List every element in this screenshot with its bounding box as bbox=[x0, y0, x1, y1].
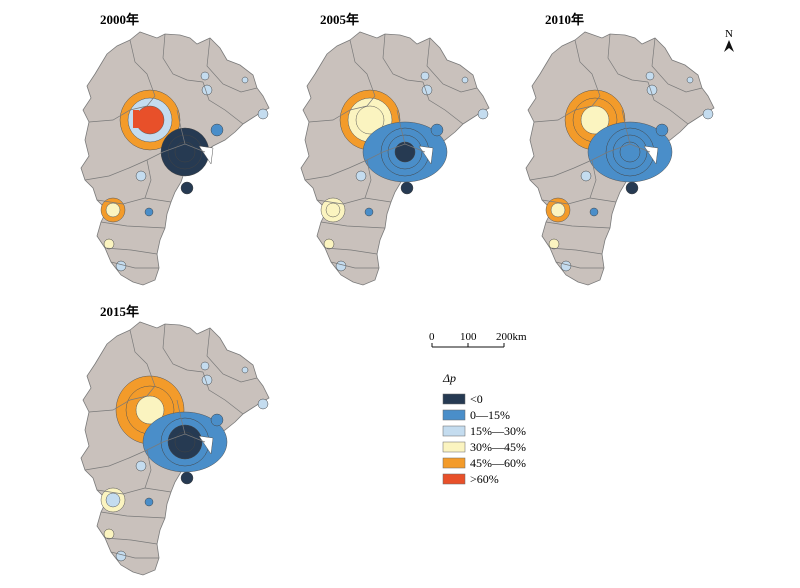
map-2005-wedge bbox=[418, 145, 434, 165]
map-2005-city bbox=[364, 207, 374, 217]
map-2005-city bbox=[323, 238, 335, 250]
map-2000-city bbox=[103, 238, 115, 250]
map-2005 bbox=[300, 31, 490, 286]
scale-bar: 0 100 200km bbox=[429, 331, 527, 348]
scale-bar-tick: 100 bbox=[460, 331, 477, 343]
map-2000 bbox=[80, 31, 270, 286]
map-2015-city bbox=[103, 528, 115, 540]
map-2000-city bbox=[241, 76, 249, 84]
map-2000-city bbox=[135, 170, 147, 182]
legend-label: 15%—30% bbox=[470, 424, 526, 438]
map-2005-city bbox=[400, 181, 414, 195]
map-2010-buffer-ring bbox=[580, 105, 610, 135]
map-2015-city bbox=[257, 398, 269, 410]
map-2005-buffer-ring bbox=[355, 105, 385, 135]
map-2010-city bbox=[686, 76, 694, 84]
map-2010-city bbox=[548, 238, 560, 250]
map-2015-city bbox=[210, 413, 224, 427]
map-2015-city bbox=[180, 471, 194, 485]
map-2005-city bbox=[335, 260, 347, 272]
map-2010-city bbox=[702, 108, 714, 120]
legend-title: Δp bbox=[442, 371, 456, 385]
legend-swatch bbox=[442, 441, 466, 453]
map-2000-city bbox=[257, 108, 269, 120]
map-2005-south-ring bbox=[325, 202, 341, 218]
map-2005-city bbox=[355, 170, 367, 182]
legend-swatch bbox=[442, 457, 466, 469]
map-2015-city bbox=[200, 361, 210, 371]
legend-label: 45%—60% bbox=[470, 456, 526, 470]
legend-label: >60% bbox=[470, 472, 499, 486]
legend-label: 30%—45% bbox=[470, 440, 526, 454]
legend-label: 0—15% bbox=[470, 408, 510, 422]
scale-bar-tick: 0 bbox=[429, 331, 435, 343]
map-2000-hotspot bbox=[133, 110, 139, 128]
map-2000-title: 2000年 bbox=[100, 12, 139, 27]
map-2000-wedge bbox=[198, 145, 214, 165]
legend-swatch bbox=[442, 425, 466, 437]
map-2015-city bbox=[115, 550, 127, 562]
map-2000-south-ring bbox=[105, 202, 121, 218]
map-2010-title: 2010年 bbox=[545, 12, 584, 27]
map-2010-city bbox=[589, 207, 599, 217]
map-2005-title: 2005年 bbox=[320, 12, 359, 27]
map-2010 bbox=[525, 31, 715, 286]
map-2000-city bbox=[200, 71, 210, 81]
map-2005-city bbox=[430, 123, 444, 137]
legend-label: <0 bbox=[470, 392, 483, 406]
map-2010-city bbox=[645, 71, 655, 81]
legend: Δp <0 0—15% 15%—30% 30%—45% 45%—60% >60% bbox=[442, 371, 526, 486]
map-2000-east-ring bbox=[174, 141, 196, 163]
map-2005-city bbox=[420, 71, 430, 81]
map-2010-city bbox=[560, 260, 572, 272]
map-2015-title: 2015年 bbox=[100, 304, 139, 319]
map-2015-wedge bbox=[198, 435, 214, 455]
map-2000-city bbox=[115, 260, 127, 272]
map-2010-east-ring bbox=[619, 141, 641, 163]
north-arrow-label: N bbox=[725, 28, 733, 40]
legend-swatch bbox=[442, 393, 466, 405]
scale-bar-tick: 200km bbox=[496, 331, 527, 343]
map-2000-buffer-ring bbox=[135, 105, 165, 135]
map-2010-city bbox=[580, 170, 592, 182]
map-2010-wedge bbox=[643, 145, 659, 165]
map-2000-city bbox=[144, 207, 154, 217]
map-2005-city bbox=[477, 108, 489, 120]
map-2015-city bbox=[241, 366, 249, 374]
map-2005-east-ring bbox=[394, 141, 416, 163]
map-2010-city bbox=[655, 123, 669, 137]
north-arrow-icon: N bbox=[724, 28, 734, 52]
map-2015-south-ring bbox=[105, 492, 121, 508]
legend-swatch bbox=[442, 409, 466, 421]
map-2015-city bbox=[135, 460, 147, 472]
map-2015 bbox=[80, 321, 270, 576]
legend-swatch bbox=[442, 473, 466, 485]
map-2000-city bbox=[210, 123, 224, 137]
map-2015-buffer-ring bbox=[135, 395, 165, 425]
map-2010-city bbox=[625, 181, 639, 195]
map-2000-city bbox=[180, 181, 194, 195]
map-2015-east-ring bbox=[174, 431, 196, 453]
map-2015-city bbox=[144, 497, 154, 507]
map-2005-city bbox=[461, 76, 469, 84]
map-2010-south-ring bbox=[550, 202, 566, 218]
